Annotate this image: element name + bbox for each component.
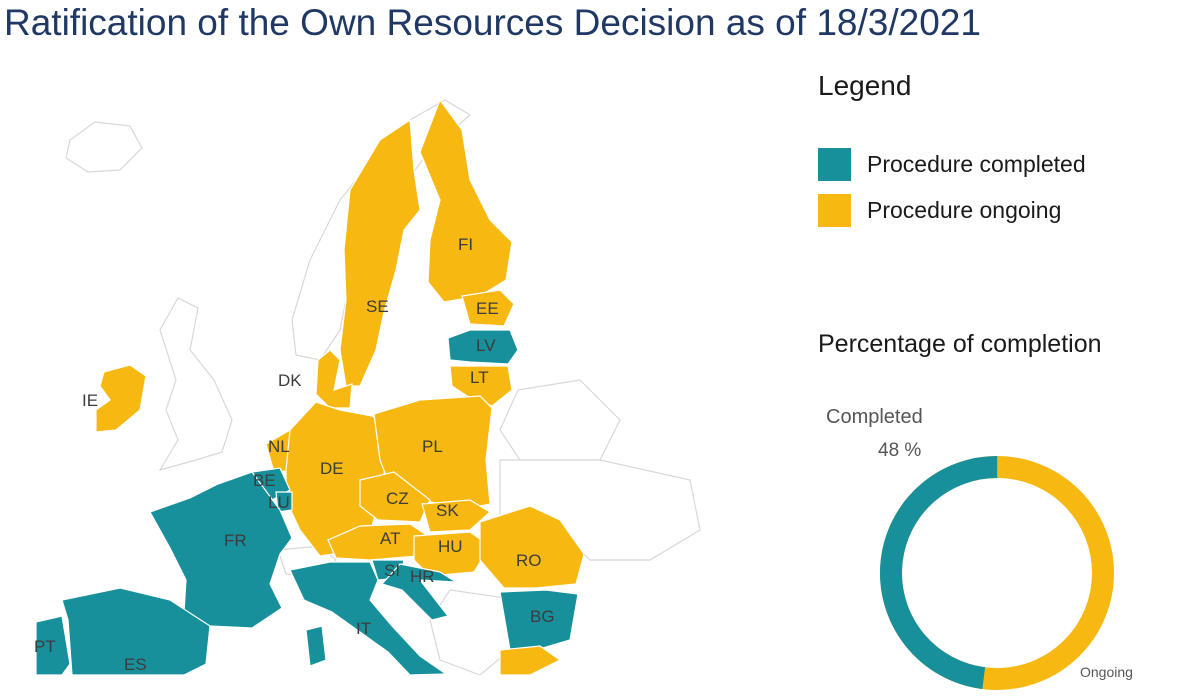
label-at: AT	[380, 529, 400, 548]
country-fi	[419, 98, 513, 303]
legend-label-completed: Procedure completed	[867, 151, 1086, 177]
label-es: ES	[124, 655, 147, 674]
label-nl: NL	[268, 437, 290, 456]
legend-title: Legend	[818, 70, 912, 101]
country-labels: IE SE FI EE LV LT DK NL DE PL CZ SK AT H…	[34, 235, 555, 674]
label-pt: PT	[34, 637, 56, 656]
country-cz	[359, 471, 431, 523]
label-pl: PL	[422, 437, 443, 456]
country-dk	[315, 349, 353, 409]
label-dk: DK	[278, 371, 302, 390]
country-sardinia	[305, 625, 327, 667]
legend-swatch-completed	[818, 148, 851, 181]
label-fi: FI	[458, 235, 473, 254]
label-lu: LU	[268, 493, 290, 512]
country-pt	[35, 615, 71, 675]
legend-label-ongoing: Procedure ongoing	[867, 197, 1062, 223]
page-title: Ratification of the Own Resources Decisi…	[4, 2, 981, 43]
label-fr: FR	[224, 531, 247, 550]
uk-outline	[158, 297, 233, 471]
label-be: BE	[253, 471, 276, 490]
country-lv	[447, 329, 519, 365]
label-lv: LV	[476, 336, 496, 355]
donut-completed-label: Completed	[826, 406, 923, 428]
label-hu: HU	[438, 537, 463, 556]
eu-countries	[35, 98, 585, 675]
label-lt: LT	[470, 368, 489, 387]
country-gr	[499, 645, 562, 675]
label-de: DE	[320, 459, 344, 478]
label-hr: HR	[410, 567, 435, 586]
iceland-outline	[65, 121, 143, 173]
donut-ongoing-label: Ongoing	[1080, 664, 1133, 680]
europe-map: IE SE FI EE LV LT DK NL DE PL CZ SK AT H…	[34, 98, 701, 675]
label-bg: BG	[530, 607, 555, 626]
label-ee: EE	[476, 299, 499, 318]
country-ie	[95, 364, 147, 433]
label-ie: IE	[82, 391, 98, 410]
country-ro	[479, 505, 585, 589]
completion-donut	[880, 456, 1114, 690]
country-sk	[421, 499, 492, 533]
legend-item-ongoing: Procedure ongoing	[818, 194, 1061, 227]
label-si: SI	[384, 561, 400, 580]
country-hu	[413, 531, 491, 577]
country-es	[61, 587, 211, 675]
belarus-outline	[499, 379, 621, 461]
country-se	[339, 118, 421, 387]
label-sk: SK	[436, 501, 459, 520]
label-se: SE	[366, 297, 389, 316]
country-it	[289, 561, 448, 675]
legend-swatch-ongoing	[818, 194, 851, 227]
donut-completed-value: 48 %	[878, 440, 922, 461]
non-eu-outlines	[65, 99, 701, 675]
country-fr	[149, 471, 293, 629]
label-it: IT	[356, 619, 371, 638]
label-cz: CZ	[386, 489, 409, 508]
country-lt	[449, 365, 513, 407]
donut-completed-arc	[880, 456, 1114, 690]
legend-item-completed: Procedure completed	[818, 148, 1086, 181]
country-lu	[275, 491, 293, 513]
country-ee	[461, 289, 515, 327]
country-hr	[380, 563, 457, 621]
label-ro: RO	[516, 551, 542, 570]
percentage-title: Percentage of completion	[818, 330, 1102, 358]
